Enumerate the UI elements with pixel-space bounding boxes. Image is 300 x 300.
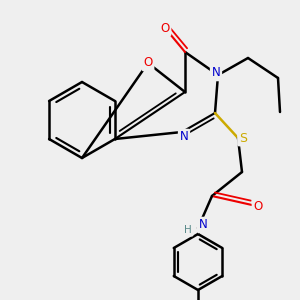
Text: N: N	[180, 130, 188, 143]
Text: O: O	[254, 200, 262, 214]
Text: H: H	[184, 225, 192, 235]
Text: N: N	[199, 218, 207, 232]
Text: S: S	[239, 131, 247, 145]
Text: O: O	[143, 56, 153, 70]
Text: O: O	[160, 22, 169, 34]
Text: N: N	[212, 67, 220, 80]
